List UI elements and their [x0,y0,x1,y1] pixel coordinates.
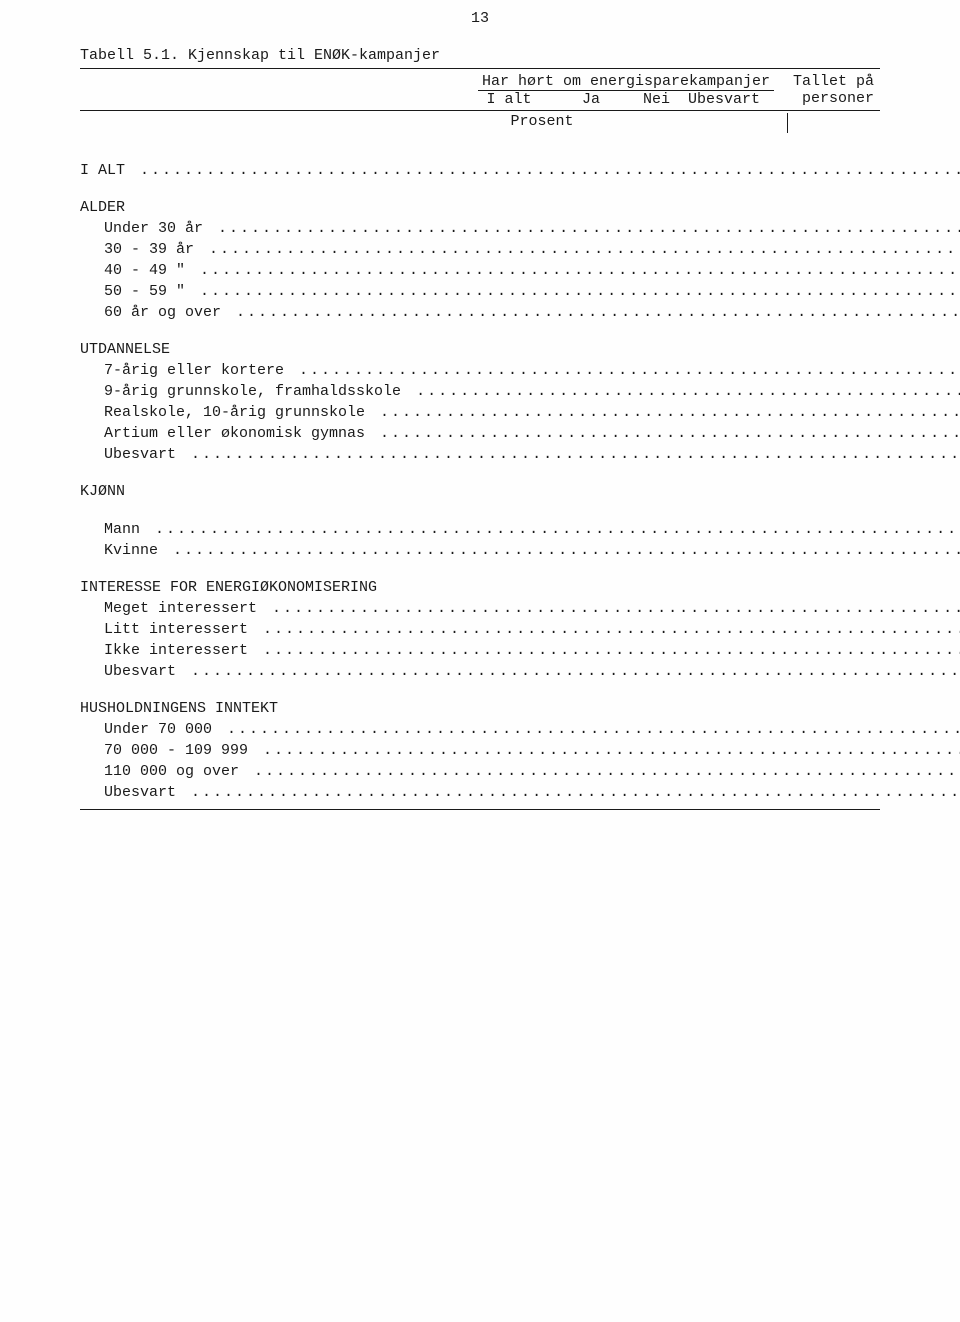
row-label: Under 30 år [80,220,207,237]
table-row: I ALT100881202 289 [80,143,960,181]
table-row: Under 70 00010082180713 [80,719,960,740]
row-label: Kvinne [80,542,162,559]
table-row: 60 år og over10080200870 [80,302,960,323]
section-header-label: INTERESSE FOR ENERGIØKONOMISERING [80,579,381,596]
table-row: 50 - 59 "10088110386 [80,281,960,302]
table-row: Artium eller økonomisk gymnas100955-371 [80,423,960,444]
separator-tick [787,113,790,133]
section-header: UTDANNELSE [80,323,960,360]
header-ja: Ja [548,91,608,108]
table-header: Har hørt om energisparekampanjer I alt J… [80,71,880,111]
section-header-label: HUSHOLDNINGENS INNTEKT [80,700,282,717]
table-row: 40 - 49 "1009360326 [80,260,960,281]
row-label: 7-årig eller kortere [80,362,288,379]
header-i-alt: I alt [478,91,548,108]
header-ubesvart: Ubesvart [678,91,768,108]
table-row: Mann100901001 720 [80,502,960,540]
row-label: Mann [80,521,144,538]
document-page: 13 Tabell 5.1. Kjennskap til ENØK-kampan… [0,0,960,1216]
table-row: Ikke interessert10082180905 [80,640,960,661]
section-header: KJØNN [80,465,960,502]
table-row: Ubesvart10078211246 [80,782,960,803]
table-row: Realskole, 10-årig grunnskole1009540372 [80,402,960,423]
table-row: 110 000 og over1009460701 [80,761,960,782]
row-label: 50 - 59 " [80,283,189,300]
table-row: 7-årig eller kortere10081190982 [80,360,960,381]
data-table: I ALT100881202 289 ALDER Under 30 år100937… [80,143,960,803]
row-label: Meget interessert [80,600,261,617]
section-header: HUSHOLDNINGENS INNTEKT [80,682,960,719]
row-label: Ubesvart [80,446,180,463]
row-label: Ikke interessert [80,642,252,659]
table-row: 30 - 39 år100946-440 [80,239,960,260]
section-header: ALDER [80,181,960,218]
row-label: Under 70 000 [80,721,216,738]
header-tallet-1: Tallet på [774,73,880,90]
table-row: Ubesvart100-33676 [80,661,960,682]
page-number: 13 [80,10,880,27]
section-header-label: UTDANNELSE [80,341,174,358]
table-row: 70 000 - 109 9991009190629 [80,740,960,761]
prosent-label: Prosent [397,113,687,133]
row-label: 70 000 - 109 999 [80,742,252,759]
header-super: Har hørt om energisparekampanjer [478,73,774,91]
table-row: Litt interessert10090100822 [80,619,960,640]
rule-top [80,68,880,69]
section-header: INTERESSE FOR ENERGIØKONOMISERING [80,561,960,598]
row-label: Ubesvart [80,784,180,801]
table-title: Tabell 5.1. Kjennskap til ENØK-kampanjer [80,47,880,64]
row-label: Artium eller økonomisk gymnas [80,425,369,442]
table-row: Kvinne10082180569 [80,540,960,561]
header-nei: Nei [608,91,678,108]
row-label: 40 - 49 " [80,262,189,279]
table-row: 9-årig grunnskole, framhaldsskole1009010… [80,381,960,402]
row-label: 9-årig grunnskole, framhaldsskole [80,383,405,400]
table-row: Ubesvart1007121714 [80,444,960,465]
header-tallet-2: personer [774,90,880,107]
rule-bottom [80,809,880,810]
row-label: 30 - 39 år [80,241,198,258]
prosent-row: Prosent [80,111,880,143]
table-row: Meget interessert1009550556 [80,598,960,619]
row-label: 60 år og over [80,304,225,321]
row-label: I ALT [80,162,129,179]
row-label: Realskole, 10-årig grunnskole [80,404,369,421]
row-label: 110 000 og over [80,763,243,780]
row-label: Ubesvart [80,663,180,680]
row-label: Litt interessert [80,621,252,638]
table-row: Under 30 år100937-267 [80,218,960,239]
section-header-label: ALDER [80,199,129,216]
section-header-label: KJØNN [80,483,129,500]
